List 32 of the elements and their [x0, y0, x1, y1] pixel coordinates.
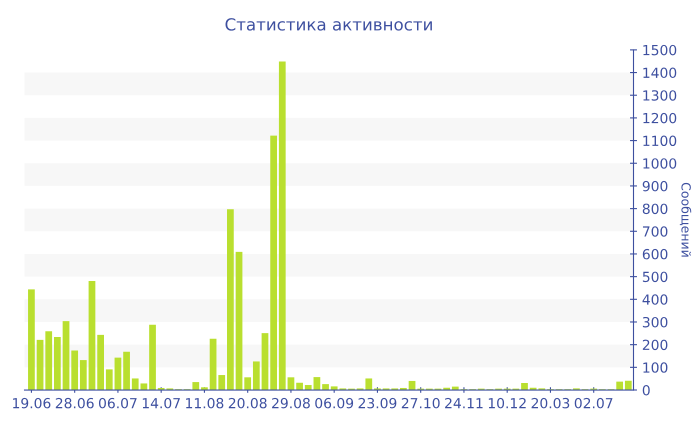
y-tick-label: 300: [642, 316, 668, 328]
x-tick-label: 06.09: [315, 398, 354, 408]
y-tick-label: 500: [642, 272, 668, 282]
y-tick-label: 400: [642, 294, 668, 305]
x-tick-label: 11.08: [186, 398, 224, 408]
x-tick-label: 06.07: [98, 398, 137, 408]
x-tick-label: 27.10: [402, 398, 440, 408]
y-tick-label: 800: [642, 204, 668, 214]
y-tick-label: 600: [642, 248, 668, 260]
x-tick-label: 14.07: [142, 398, 180, 408]
x-tick-label: 23.09: [358, 398, 396, 408]
x-tick-label: 29.08: [272, 398, 310, 408]
y-tick-label: 1400: [643, 68, 676, 78]
y-tick-label: 200: [642, 340, 668, 350]
y-tick-label: 700: [642, 226, 668, 237]
y-tick-label: 1200: [643, 112, 676, 124]
x-tick-label: 20.08: [228, 398, 267, 408]
y-tick-label: 1000: [643, 158, 676, 169]
y-tick-label: 1300: [643, 90, 676, 101]
x-tick-label: 20.03: [532, 398, 570, 408]
x-tick-label: 10.12: [488, 398, 526, 408]
x-tick-label: 19.06: [13, 398, 50, 408]
y-axis-title: Сообщений: [680, 182, 692, 257]
x-tick-label: 28.06: [56, 398, 94, 408]
chart-title: Статистика активности: [226, 18, 432, 31]
x-tick-label: 24.11: [445, 398, 483, 408]
y-tick-label: 900: [642, 180, 668, 192]
y-tick-label: 0: [642, 384, 650, 396]
y-tick-label: 1100: [643, 136, 676, 146]
x-tick-label: 02.07: [574, 398, 612, 408]
y-tick-label: 1500: [643, 44, 676, 56]
y-tick-label: 100: [643, 362, 668, 373]
